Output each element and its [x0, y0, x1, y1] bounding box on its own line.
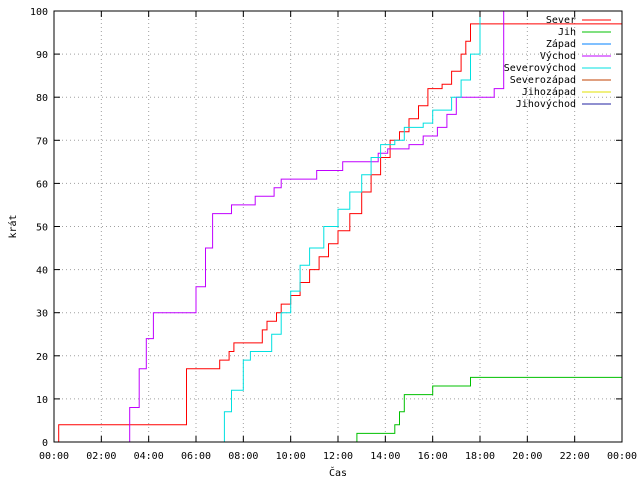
- x-tick-label: 18:00: [465, 451, 495, 462]
- legend-label-jihovychod: Jihovýchod: [516, 98, 576, 110]
- x-tick-label: 16:00: [418, 451, 448, 462]
- y-tick-label: 30: [36, 309, 48, 320]
- legend-label-severozapad: Severozápad: [510, 74, 576, 86]
- x-tick-label: 08:00: [228, 451, 258, 462]
- legend-label-severovychod: Severovýchod: [504, 62, 576, 74]
- y-tick-label: 80: [36, 93, 48, 104]
- x-tick-label: 20:00: [512, 451, 542, 462]
- legend-label-sever: Sever: [546, 15, 576, 26]
- y-tick-label: 0: [42, 438, 48, 449]
- legend: SeverJihZápadVýchodSeverovýchodSeverozáp…: [504, 15, 611, 110]
- x-tick-label: 06:00: [181, 451, 211, 462]
- series-line-sever: [54, 23, 622, 443]
- y-axis-label: krát: [7, 214, 19, 238]
- axes: 00:00 02:00 04:00 06:00 08:00 10:00 12:00 14:00…: [30, 7, 637, 462]
- x-tick-label: 00:00: [607, 451, 637, 462]
- y-tick-label: 90: [36, 50, 48, 61]
- series-line-jih: [354, 376, 622, 443]
- legend-label-zapad: Západ: [546, 38, 576, 50]
- x-tick-label: 14:00: [370, 451, 400, 462]
- y-tick-label: 20: [36, 352, 48, 363]
- y-tick-label: 60: [36, 179, 48, 190]
- series-line-severovychod: [217, 11, 481, 443]
- legend-label-jih: Jih: [558, 27, 576, 38]
- x-tick-label: 22:00: [560, 451, 590, 462]
- y-tick-label: 40: [36, 266, 48, 277]
- x-tick-label: 02:00: [86, 451, 116, 462]
- y-tick-label: 50: [36, 223, 48, 234]
- y-tick-label: 10: [36, 395, 48, 406]
- plot-area: [54, 11, 622, 443]
- x-tick-label: 04:00: [134, 451, 164, 462]
- legend-label-jihozapad: Jihozápad: [522, 86, 576, 98]
- legend-label-vychod: Východ: [540, 50, 576, 62]
- x-tick-label: 10:00: [276, 451, 306, 462]
- y-tick-label: 100: [30, 7, 48, 18]
- series-line-vychod: [122, 11, 505, 443]
- x-tick-label: 00:00: [39, 451, 69, 462]
- x-tick-label: 12:00: [323, 451, 353, 462]
- y-tick-label: 70: [36, 136, 48, 147]
- x-axis-label: Čas: [329, 466, 347, 479]
